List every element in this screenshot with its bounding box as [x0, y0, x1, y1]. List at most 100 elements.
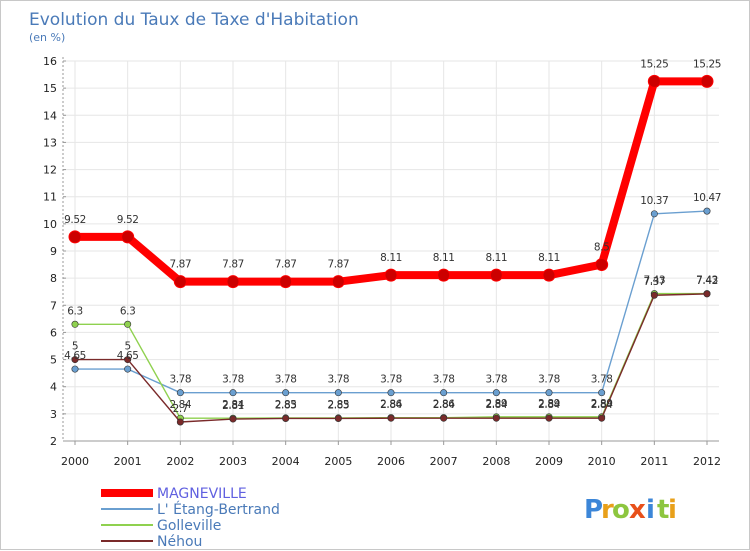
y-tick-label: 3 [50, 408, 57, 421]
data-label: 7.37 [643, 276, 665, 288]
y-tick-label: 13 [43, 136, 57, 149]
data-label: 15.25 [640, 58, 668, 70]
data-label: 4.65 [64, 350, 86, 362]
data-label: 7.87 [222, 259, 244, 271]
data-label: 2.85 [327, 399, 349, 411]
data-label: 6.3 [120, 305, 136, 317]
data-label: 10.47 [693, 192, 721, 204]
data-label: 2.83 [275, 399, 297, 411]
data-point-1 [176, 389, 184, 397]
x-tick-label: 2002 [166, 455, 194, 468]
data-label: 2.84 [485, 399, 507, 411]
data-point-1 [124, 365, 132, 373]
data-point-1 [71, 365, 79, 373]
x-tick-label: 2009 [535, 455, 563, 468]
data-point-0 [226, 275, 240, 289]
data-point-3 [124, 356, 132, 364]
data-label: 2.86 [433, 399, 455, 411]
legend-label: L' Étang-Bertrand [157, 501, 280, 518]
y-tick-label: 12 [43, 164, 57, 177]
x-tick-label: 2010 [588, 455, 616, 468]
data-label: 2.81 [222, 400, 244, 412]
data-label: 3.78 [380, 374, 402, 386]
data-point-0 [331, 275, 345, 289]
x-tick-label: 2012 [693, 455, 721, 468]
data-point-0 [700, 74, 714, 88]
x-tick-label: 2003 [219, 455, 247, 468]
brand-letter: i [668, 495, 677, 525]
data-label: 2.84 [169, 399, 191, 411]
data-point-0 [595, 258, 609, 272]
brand-logo: Pro x i ti [584, 495, 677, 525]
y-tick-label: 16 [43, 55, 57, 68]
data-label: 5 [125, 341, 131, 353]
data-point-1 [282, 389, 290, 397]
data-label: 9.52 [117, 214, 139, 226]
data-point-3 [176, 418, 184, 426]
data-point-3 [282, 414, 290, 422]
data-point-3 [545, 414, 553, 422]
data-label: 2.85 [275, 399, 297, 411]
x-tick-label: 2011 [640, 455, 668, 468]
x-tick-label: 2008 [482, 455, 510, 468]
y-tick-label: 8 [50, 272, 57, 285]
x-tick-label: 2004 [272, 455, 300, 468]
y-tick-label: 7 [50, 299, 57, 312]
data-label: 7.43 [696, 275, 718, 287]
data-label: 3.78 [169, 374, 191, 386]
data-point-0 [647, 74, 661, 88]
data-point-1 [703, 207, 711, 215]
data-point-3 [334, 414, 342, 422]
y-tick-label: 14 [43, 109, 57, 122]
data-point-3 [598, 414, 606, 422]
data-label: 2.89 [591, 398, 613, 410]
y-tick-label: 9 [50, 245, 57, 258]
brand-letter: x [629, 495, 646, 525]
data-label: 7.42 [696, 275, 718, 287]
data-label: 2.89 [538, 398, 560, 410]
data-label: 3.78 [591, 374, 613, 386]
data-labels: 9.52 9.52 7.87 7.87 7.87 7.87 8.11 8.11 8.11 8.11… [64, 58, 721, 415]
data-point-0 [489, 268, 503, 282]
data-label: 8.11 [433, 252, 455, 264]
data-label: 8.11 [538, 252, 560, 264]
brand-letter: t [657, 495, 669, 525]
data-label: 2.84 [222, 399, 244, 411]
data-label: 8.11 [485, 252, 507, 264]
data-label: 2.7 [173, 403, 189, 415]
data-label: 2.89 [485, 398, 507, 410]
data-point-1 [440, 389, 448, 397]
y-tick-label: 11 [43, 191, 57, 204]
brand-letter: i [646, 495, 655, 525]
x-tick-label: 2000 [61, 455, 89, 468]
data-point-3 [440, 414, 448, 422]
y-tick-label: 15 [43, 82, 57, 95]
data-label: 2.84 [380, 399, 402, 411]
data-label: 3.78 [275, 374, 297, 386]
data-label: 2.84 [433, 399, 455, 411]
data-point-3 [229, 415, 237, 423]
data-label: 3.78 [538, 374, 560, 386]
data-label: 2.84 [538, 399, 560, 411]
data-point-2 [71, 320, 79, 328]
data-label: 7.87 [327, 259, 349, 271]
data-label: 3.78 [485, 374, 507, 386]
y-tick-label: 6 [50, 326, 57, 339]
data-label: 7.87 [275, 259, 297, 271]
brand-letter: r [601, 495, 614, 525]
data-label: 7.87 [169, 259, 191, 271]
brand-letter: o [612, 495, 630, 525]
chart-title: Evolution du Taux de Taxe d'Habitation [29, 10, 359, 30]
data-label: 10.37 [640, 195, 668, 207]
legend-label: Néhou [157, 534, 202, 550]
data-label: 2.84 [591, 399, 613, 411]
data-point-0 [173, 275, 187, 289]
data-label: 7.43 [643, 275, 665, 287]
data-label: 6.3 [67, 305, 83, 317]
series-layer [68, 74, 714, 426]
data-point-0 [384, 268, 398, 282]
data-point-3 [492, 414, 500, 422]
axes: 2 3 4 5 6 7 8 9 10 11 12 13 14 15 16 2000 2001 2002 2003 20… [43, 55, 721, 468]
y-tick-label: 10 [43, 218, 57, 231]
